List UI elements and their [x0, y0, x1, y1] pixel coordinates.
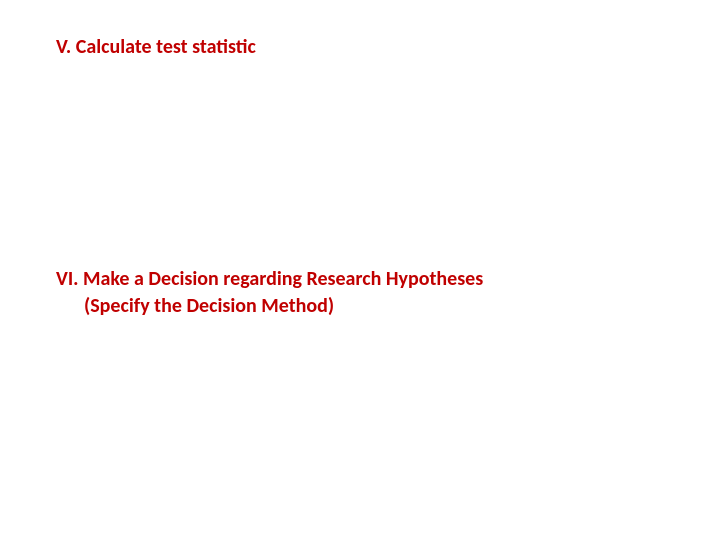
section-vi-line1: VI. Make a Decision regarding Research H… — [56, 266, 664, 293]
section-v-heading: V. Calculate test statistic — [56, 34, 664, 60]
section-vi-line2: (Specify the Decision Method) — [56, 293, 664, 320]
slide-container: V. Calculate test statistic VI. Make a D… — [0, 0, 720, 540]
section-vi-heading: VI. Make a Decision regarding Research H… — [56, 266, 664, 320]
